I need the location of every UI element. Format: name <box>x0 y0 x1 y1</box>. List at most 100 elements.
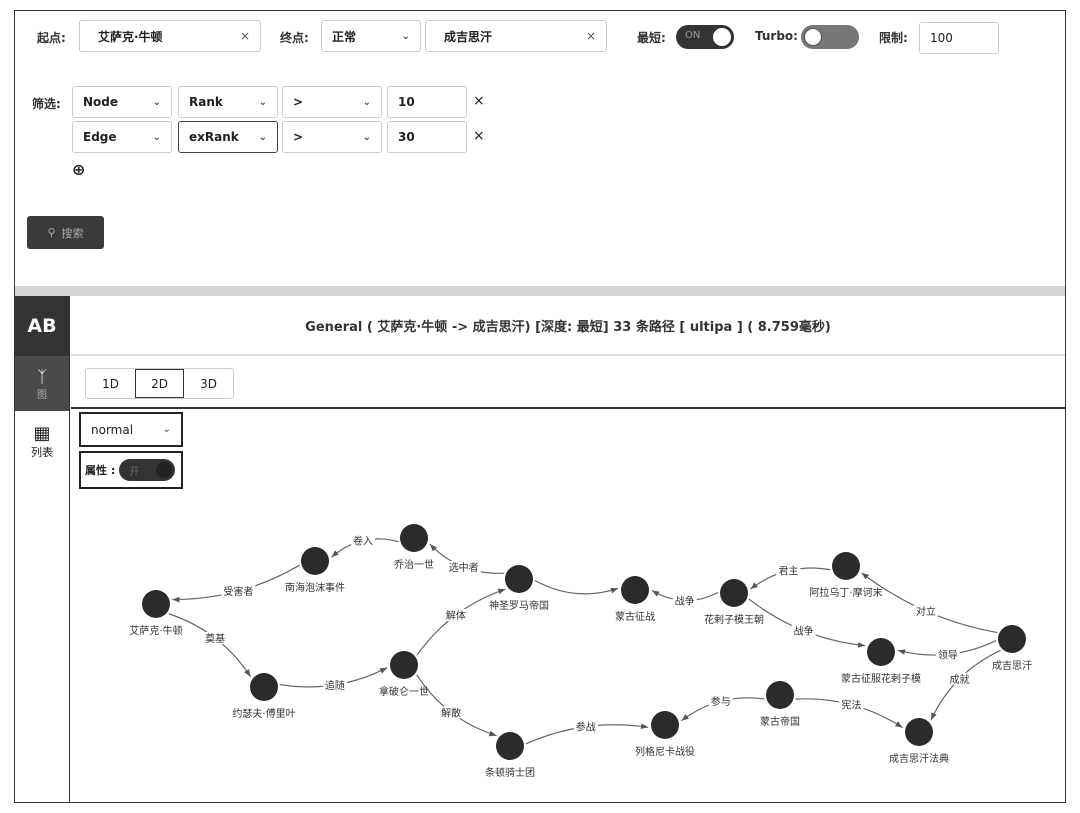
graph-edge[interactable] <box>416 674 497 737</box>
view-tabs: 1D 2D 3D <box>85 368 234 399</box>
clear-icon[interactable]: × <box>239 29 250 43</box>
graph-node[interactable] <box>905 718 933 746</box>
node-label: 蒙古征战 <box>615 610 655 623</box>
chevron-down-icon: ⌄ <box>152 131 161 143</box>
edge-label: 成就 <box>949 673 969 686</box>
node-label: 列格尼卡战役 <box>635 745 695 758</box>
edge-label: 战争 <box>794 625 814 638</box>
chevron-down-icon: ⌄ <box>152 96 161 108</box>
graph-edge[interactable] <box>168 613 252 677</box>
edge-label: 宪法 <box>841 699 861 712</box>
tab-3d[interactable]: 3D <box>200 376 217 391</box>
sidebar-logo: AB <box>15 296 69 356</box>
graph-node[interactable] <box>867 638 895 666</box>
graph-icon: ᛉ <box>37 366 47 386</box>
query-panel: 起点: 艾萨克·牛顿 × 终点: 正常 ⌄ 成吉思汗 × 最短: ON Turbo: … <box>15 11 1065 286</box>
graph-node[interactable] <box>301 547 329 575</box>
filter-value-input[interactable]: 30 <box>387 121 467 153</box>
node-label: 艾萨克·牛顿 <box>129 624 182 637</box>
end-label: 终点: <box>280 31 309 45</box>
chevron-down-icon: ⌄ <box>258 96 267 108</box>
edge-label: 选中者 <box>449 561 479 574</box>
app-frame: 起点: 艾萨克·牛顿 × 终点: 正常 ⌄ 成吉思汗 × 最短: ON Turbo: … <box>14 10 1066 803</box>
limit-input[interactable]: 100 <box>919 22 999 54</box>
search-button[interactable]: ⚲ 搜索 <box>27 216 104 249</box>
node-label: 拿破仑一世 <box>379 685 429 698</box>
shortest-toggle[interactable]: ON <box>676 25 734 49</box>
edge-label: 卷入 <box>353 535 373 548</box>
edge-label: 战争 <box>675 595 695 608</box>
filter-field-select[interactable]: exRank ⌄ <box>178 121 278 153</box>
node-label: 成吉思汗 <box>992 659 1032 672</box>
graph-svg[interactable]: 受害者卷入选中者战争君主对立战争领导成就宪法参与参战解散解体追随奠基艾萨克·牛顿… <box>71 409 1065 804</box>
graph-node[interactable] <box>832 552 860 580</box>
filter-field-select[interactable]: Rank ⌄ <box>178 86 278 118</box>
node-label: 乔治一世 <box>394 558 434 571</box>
node-label: 花剌子模王朝 <box>704 613 764 626</box>
search-icon: ⚲ <box>47 226 56 239</box>
attribute-toggle[interactable]: 开 <box>119 459 176 481</box>
node-label: 阿拉乌丁·摩诃末 <box>809 586 882 599</box>
graph-edge[interactable] <box>861 572 998 634</box>
graph-node[interactable] <box>496 732 524 760</box>
add-filter-icon[interactable]: ⊕ <box>72 160 86 179</box>
graph-node[interactable] <box>505 565 533 593</box>
filter-label: 筛选: <box>32 97 61 111</box>
divider <box>15 286 1065 296</box>
node-label: 蒙古帝国 <box>760 715 800 728</box>
start-node-input[interactable]: 艾萨克·牛顿 × <box>79 20 261 52</box>
end-node-input[interactable]: 成吉思汗 × <box>425 20 607 52</box>
chevron-down-icon: ⌄ <box>362 131 371 143</box>
result-title: General ( 艾萨克·牛顿 -> 成吉思汗) [深度: 最短] 33 条路… <box>71 296 1065 356</box>
layout-mode-select[interactable]: normal ⌄ <box>79 412 183 447</box>
graph-node[interactable] <box>621 576 649 604</box>
filter-value-input[interactable]: 10 <box>387 86 467 118</box>
node-label: 南海泡沫事件 <box>285 581 345 594</box>
shortest-label: 最短: <box>637 31 666 45</box>
edge-label: 对立 <box>916 605 936 618</box>
graph-node[interactable] <box>250 673 278 701</box>
edge-label: 参战 <box>576 721 596 734</box>
node-label: 神圣罗马帝国 <box>489 599 549 612</box>
tab-1d[interactable]: 1D <box>102 376 119 391</box>
edge-label: 解散 <box>441 706 461 719</box>
edge-label: 领导 <box>938 648 958 661</box>
graph-node[interactable] <box>998 625 1026 653</box>
table-icon: ▦ <box>33 422 51 444</box>
graph-node[interactable] <box>390 651 418 679</box>
graph-canvas[interactable]: normal ⌄ 属性 :开 受害者 卷入 选中者 战争 君主 对立 战争 领导 成就 宪法 参与 参战… <box>71 407 1065 802</box>
filter-op-select[interactable]: > ⌄ <box>282 121 382 153</box>
graph-node[interactable] <box>766 681 794 709</box>
edge-label: 君主 <box>778 566 798 578</box>
graph-edge[interactable] <box>416 588 506 656</box>
graph-node[interactable] <box>720 579 748 607</box>
edge-label: 解体 <box>446 609 466 622</box>
filter-op-select[interactable]: > ⌄ <box>282 86 382 118</box>
turbo-label: Turbo: <box>755 29 798 43</box>
node-label: 条顿骑士团 <box>485 766 535 779</box>
chevron-down-icon: ⌄ <box>258 131 267 143</box>
graph-edge[interactable] <box>534 579 619 595</box>
node-label: 约瑟夫·傅里叶 <box>232 707 295 720</box>
graph-node[interactable] <box>651 711 679 739</box>
graph-edge[interactable] <box>748 598 866 648</box>
tab-2d[interactable]: 2D <box>135 369 184 398</box>
clear-icon[interactable]: × <box>585 29 596 43</box>
graph-node[interactable] <box>400 524 428 552</box>
attribute-toggle-group: 属性 :开 <box>79 451 183 489</box>
node-label: 成吉思汗法典 <box>889 752 949 765</box>
turbo-toggle[interactable] <box>801 25 859 49</box>
node-label: 蒙古征服花剌子模 <box>841 672 921 685</box>
filter-type-select[interactable]: Edge ⌄ <box>72 121 172 153</box>
filter-type-select[interactable]: Node ⌄ <box>72 86 172 118</box>
end-mode-select[interactable]: 正常 ⌄ <box>321 20 421 52</box>
remove-filter-icon[interactable]: × <box>473 128 485 144</box>
edge-label: 受害者 <box>223 585 253 598</box>
start-label: 起点: <box>37 31 66 45</box>
graph-node[interactable] <box>142 590 170 618</box>
sidebar-item-list[interactable]: ▦ 列表 <box>31 422 53 459</box>
remove-filter-icon[interactable]: × <box>473 93 485 109</box>
chevron-down-icon: ⌄ <box>362 96 371 108</box>
